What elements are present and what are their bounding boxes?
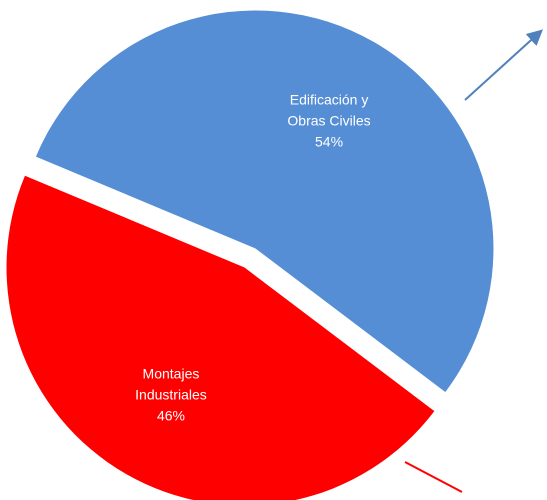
percent-label: 54% xyxy=(315,133,344,150)
pie-slice xyxy=(35,10,494,393)
leader-arrow xyxy=(464,29,543,101)
leader-line xyxy=(404,461,463,493)
slice-label: Edificación y Obras Civiles 54% xyxy=(281,89,377,152)
slice-label: Montajes Industriales 46% xyxy=(126,364,216,427)
percent-label: 46% xyxy=(156,407,185,424)
category-label: Montajes Industriales xyxy=(135,365,207,403)
category-label: Edificación y Obras Civiles xyxy=(287,91,371,129)
pie-slice xyxy=(6,175,435,500)
